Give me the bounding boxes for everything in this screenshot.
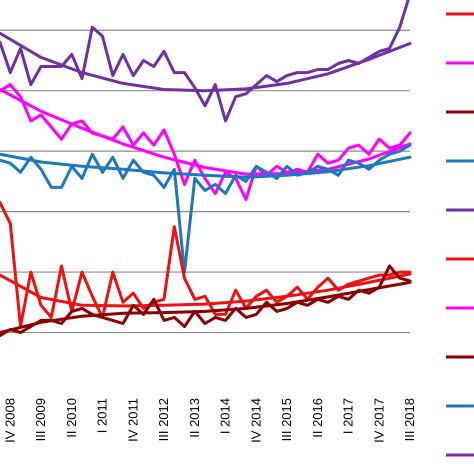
x-tick-label: IV 2014	[248, 398, 263, 443]
series-line-1-raw	[0, 0, 410, 123]
x-tick-label: II 2013	[187, 398, 202, 438]
series-layer	[0, 0, 412, 338]
series-line-7-raw	[0, 201, 412, 328]
series-line-9-raw	[0, 264, 412, 338]
x-tick-label: IV 2011	[125, 398, 140, 442]
x-tick-label: III 2015	[279, 398, 294, 441]
series-line-3-raw	[0, 83, 412, 201]
x-tick-label: I 2017	[341, 398, 356, 434]
series-line-2-trend	[0, 31, 412, 93]
x-tick-label: II 2016	[310, 398, 325, 438]
series-line-8-trend	[0, 272, 412, 308]
series-line-4-trend	[0, 88, 412, 176]
x-tick-label: IV 2008	[2, 398, 17, 443]
series-line-10-trend	[0, 280, 412, 334]
x-tick-label: I 2014	[218, 398, 233, 434]
x-tick-label: III 2009	[33, 398, 48, 441]
x-tick-label: III 2018	[402, 398, 417, 441]
x-tick-label: IV 2017	[371, 398, 386, 443]
legend	[446, 12, 474, 457]
x-tick-label: II 2010	[64, 398, 79, 438]
x-tick-label: I 2011	[95, 398, 110, 433]
x-axis-tick-labels: IV 2008 III 2009 II 2010 I 2011 IV 2011 III 2…	[2, 398, 417, 443]
x-tick-label: III 2012	[156, 398, 171, 441]
series-line-6-trend	[0, 152, 412, 179]
